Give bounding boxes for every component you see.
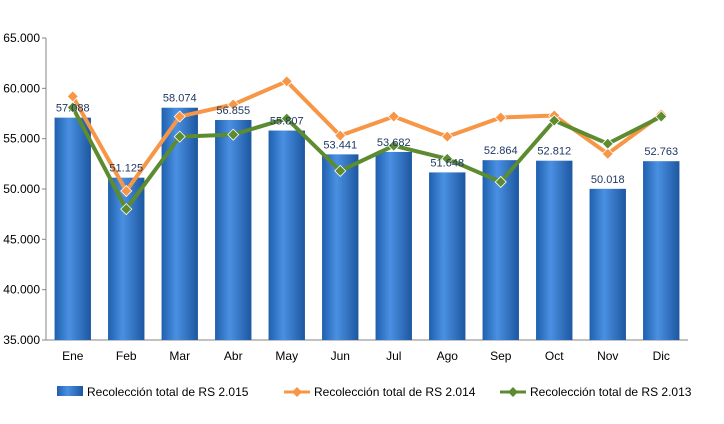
bar <box>536 160 573 340</box>
y-tick-label: 35.000 <box>3 333 40 347</box>
x-tick-label: Abr <box>224 349 243 363</box>
line-point-marker <box>601 137 614 150</box>
line-point-marker <box>548 114 561 127</box>
legend-swatch-marker <box>508 387 518 397</box>
line-point-marker <box>120 184 133 198</box>
x-tick-label: Oct <box>545 349 564 363</box>
y-tick-label: 50.000 <box>3 182 40 196</box>
line-point-marker <box>334 164 347 177</box>
legend-label: Recolección total de RS 2.014 <box>314 385 476 399</box>
bar-data-label: 52.763 <box>644 146 678 158</box>
bar <box>429 172 466 340</box>
y-tick-label: 60.000 <box>3 81 40 95</box>
axes: 35.000 40.000 45.000 50.000 55.000 60.000 65.0… <box>3 31 688 363</box>
legend-label: Recolección total de RS 2.015 <box>87 385 249 399</box>
line-point-marker <box>494 111 507 124</box>
line-point-marker <box>387 110 400 123</box>
line-point-marker <box>173 110 186 123</box>
line-point-marker <box>601 147 614 160</box>
series-line-1 <box>71 79 663 194</box>
bar <box>54 117 91 341</box>
bar-data-label: 50.018 <box>591 174 625 186</box>
legend: Recolección total de RS 2.015 Recolección… <box>57 385 692 399</box>
bar-data-label: 52.864 <box>484 145 518 157</box>
bar-series <box>54 107 680 341</box>
line-point-marker <box>227 98 240 111</box>
line-point-marker <box>227 128 240 141</box>
x-tick-label: Dic <box>653 349 670 363</box>
legend-swatch-bar <box>57 386 83 396</box>
bar-data-label: 53.441 <box>323 139 357 151</box>
line-point-marker <box>441 152 454 165</box>
x-tick-label: May <box>275 349 298 363</box>
bar-data-label: 53.682 <box>377 137 411 149</box>
bar-data-label: 56.855 <box>216 105 250 117</box>
x-tick-label: Nov <box>597 349 618 363</box>
x-tick-label: Feb <box>116 349 137 363</box>
x-tick-label: Ene <box>62 349 84 363</box>
line-point-marker <box>280 75 293 88</box>
bar <box>643 161 680 340</box>
line-point-marker <box>280 112 293 125</box>
line-point-marker <box>441 130 454 143</box>
series-line-2 <box>70 106 663 212</box>
x-tick-label: Jun <box>331 349 350 363</box>
x-tick-label: Ago <box>437 349 459 363</box>
y-tick-label: 45.000 <box>3 232 40 246</box>
bar <box>322 154 359 340</box>
bar <box>482 160 519 340</box>
bar <box>215 119 252 340</box>
x-tick-label: Sep <box>490 349 512 363</box>
bar-data-label: 58.074 <box>163 93 197 105</box>
bar <box>589 188 626 340</box>
legend-swatch-marker <box>292 387 302 397</box>
y-tick-label: 65.000 <box>3 31 40 45</box>
y-tick-label: 40.000 <box>3 283 40 297</box>
bar-data-label: 52.812 <box>537 146 571 158</box>
bar-data-label: 51.648 <box>430 157 464 169</box>
line-point-marker <box>655 110 668 123</box>
line-series <box>66 75 668 216</box>
x-tick-label: Jul <box>386 349 401 363</box>
data-labels: 57.088 51.125 58.074 56.855 55.807 53.441 53.6… <box>56 93 678 186</box>
bar-data-label: 51.125 <box>109 163 143 175</box>
line-point-marker <box>494 175 507 189</box>
bar <box>268 130 305 340</box>
bar <box>108 177 145 340</box>
line-point-marker <box>173 130 186 143</box>
bar-data-label: 57.088 <box>56 103 90 115</box>
legend-label: Recolección total de RS 2.013 <box>530 385 692 399</box>
x-tick-label: Mar <box>169 349 190 363</box>
line-point-marker <box>334 129 347 142</box>
bar <box>375 151 412 340</box>
bar-data-label: 55.807 <box>270 116 304 128</box>
bar <box>161 107 198 340</box>
line-point-marker <box>387 139 400 152</box>
y-tick-label: 55.000 <box>3 132 40 146</box>
line-point-marker <box>120 203 133 216</box>
line-point-marker <box>66 101 79 114</box>
